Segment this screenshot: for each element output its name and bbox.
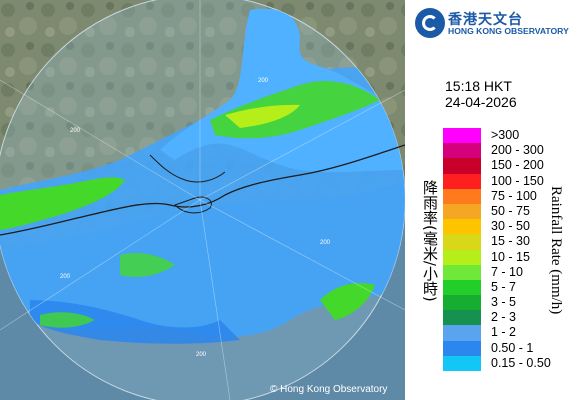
range-label-nw: 200 [70, 128, 81, 134]
legend-label: 100 - 150 [491, 173, 544, 188]
legend-swatch [443, 249, 481, 265]
legend-row: 0.50 - 1 [443, 340, 573, 356]
legend-row: 2 - 3 [443, 310, 573, 326]
hko-logo-icon [415, 8, 445, 38]
legend-label: 3 - 5 [491, 295, 517, 310]
legend-row: 10 - 15 [443, 249, 573, 265]
legend-row: 50 - 75 [443, 203, 573, 220]
observation-time: 15:18 HKT [445, 78, 512, 94]
legend-swatch [443, 264, 481, 280]
radar-echo-green-sw [40, 312, 95, 328]
radar-echo-green-west [0, 177, 125, 230]
legend-swatch [443, 173, 481, 189]
legend-swatch [443, 219, 481, 235]
legend-panel: 香港天文台 HONG KONG OBSERVATORY 15:18 HKT 24… [405, 0, 577, 400]
legend-swatch [443, 203, 481, 220]
radar-echo-light-south [30, 300, 240, 344]
logo-english-text: HONG KONG OBSERVATORY [448, 26, 569, 36]
legend-label: 0.15 - 0.50 [491, 355, 551, 370]
legend-swatch [443, 295, 481, 311]
legend-row: 1 - 2 [443, 325, 573, 341]
legend-label: 0.50 - 1 [491, 340, 534, 355]
legend-row: 75 - 100 [443, 188, 573, 204]
rainfall-legend: >300 200 - 300 150 - 200 100 - 150 75 - 100 5… [443, 128, 573, 371]
range-label-north: 200 [258, 78, 269, 84]
coastline-harbour [149, 154, 226, 183]
radar-map: 200 200 200 200 200 © Hong Kong Observat… [0, 0, 405, 400]
legend-swatch [443, 128, 481, 144]
legend-label: 150 - 200 [491, 158, 544, 173]
legend-swatch [443, 188, 481, 204]
legend-row: 5 - 7 [443, 279, 573, 296]
radar-echo-green-mid [120, 253, 175, 277]
legend-label: 1 - 2 [491, 325, 517, 340]
coastline [0, 144, 405, 236]
legend-label: >300 [491, 128, 520, 142]
legend-swatch [443, 143, 481, 159]
unit-label-chinese: 降雨率(毫米/小時) [421, 180, 439, 302]
legend-swatch [443, 340, 481, 356]
range-label-south: 200 [196, 352, 207, 358]
copyright-text: © Hong Kong Observatory [270, 384, 388, 395]
legend-label: 15 - 30 [491, 234, 530, 249]
legend-label: 75 - 100 [491, 188, 537, 203]
legend-row: 7 - 10 [443, 264, 573, 280]
range-spokes [0, 0, 405, 400]
legend-swatch [443, 355, 481, 371]
legend-row: 100 - 150 [443, 173, 573, 189]
legend-swatch [443, 310, 481, 326]
legend-row: 0.15 - 0.50 [443, 355, 573, 371]
legend-row: 3 - 5 [443, 295, 573, 311]
legend-swatch [443, 234, 481, 250]
legend-row: >300 [443, 128, 573, 144]
legend-row: 15 - 30 [443, 234, 573, 250]
radar-map-image: 200 200 200 200 200 [0, 0, 405, 400]
radar-echo-yellow [225, 104, 300, 128]
legend-row: 150 - 200 [443, 158, 573, 174]
legend-label: 200 - 300 [491, 143, 544, 158]
legend-swatch [443, 279, 481, 296]
legend-label: 30 - 50 [491, 219, 530, 234]
island-outline [174, 196, 212, 214]
legend-row: 200 - 300 [443, 143, 573, 159]
legend-swatch [443, 158, 481, 174]
hko-logo: 香港天文台 HONG KONG OBSERVATORY [415, 8, 575, 40]
range-label-west: 200 [60, 274, 71, 280]
unit-label-english: Rainfall Rate (mm/h) [548, 186, 564, 315]
radar-echo-green-east [320, 283, 375, 320]
legend-label: 2 - 3 [491, 310, 517, 325]
observation-date: 24-04-2026 [445, 94, 517, 110]
legend-label: 5 - 7 [491, 279, 517, 294]
legend-swatch [443, 325, 481, 341]
logo-chinese-text: 香港天文台 [448, 12, 523, 28]
legend-label: 7 - 10 [491, 264, 523, 279]
range-label-east: 200 [320, 240, 331, 246]
legend-label: 50 - 75 [491, 203, 530, 218]
legend-label: 10 - 15 [491, 249, 530, 264]
legend-row: 30 - 50 [443, 219, 573, 235]
